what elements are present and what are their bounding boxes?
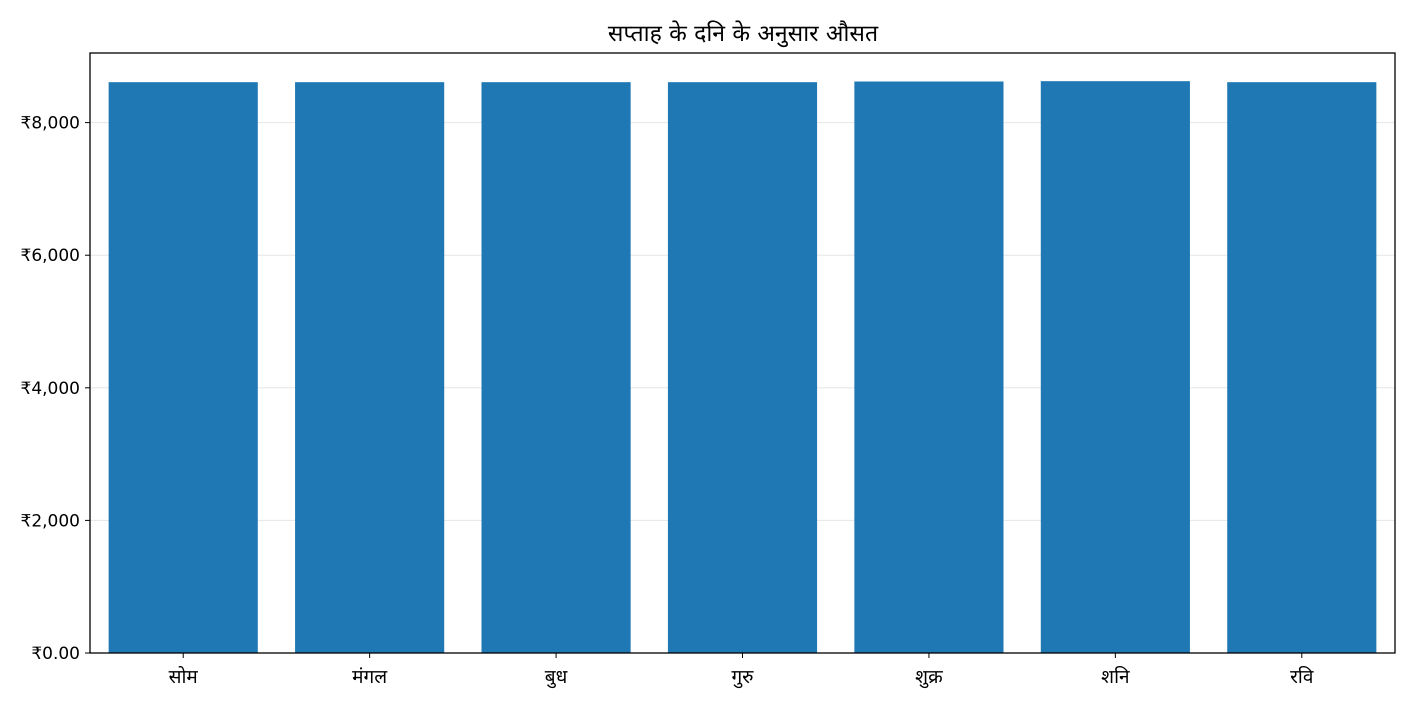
y-tick-label: ₹8,000 bbox=[21, 114, 80, 134]
y-tick-label: ₹0.00 bbox=[31, 644, 80, 664]
x-tick-label: बुध bbox=[545, 666, 568, 689]
y-tick-label: ₹6,000 bbox=[21, 246, 80, 266]
x-tick-label: मंगल bbox=[352, 666, 388, 688]
chart-title: सप्ताह के दनि के अनुसार औसत bbox=[608, 20, 879, 48]
x-axis-ticks: सोम मंगल बुध गुरु शुक्र शनि रवि bbox=[169, 653, 1314, 689]
x-tick-label: गुरु bbox=[731, 666, 754, 689]
x-tick-label: सोम bbox=[169, 665, 199, 688]
y-tick-label: ₹4,000 bbox=[21, 379, 80, 399]
y-axis-ticks: ₹0.00 ₹2,000 ₹4,000 ₹6,000 ₹8,000 bbox=[21, 114, 90, 664]
bar bbox=[108, 82, 258, 654]
bar bbox=[1227, 82, 1377, 654]
x-tick-label: रवि bbox=[1290, 665, 1314, 688]
x-tick-label: शनि bbox=[1101, 665, 1130, 688]
bar bbox=[1040, 81, 1190, 653]
bar bbox=[854, 81, 1004, 653]
bar bbox=[667, 82, 818, 654]
x-tick-label: शुक्र bbox=[915, 666, 943, 689]
y-tick-label: ₹2,000 bbox=[21, 511, 80, 531]
bars bbox=[108, 81, 1377, 654]
bar bbox=[295, 82, 445, 654]
bar bbox=[481, 82, 631, 654]
